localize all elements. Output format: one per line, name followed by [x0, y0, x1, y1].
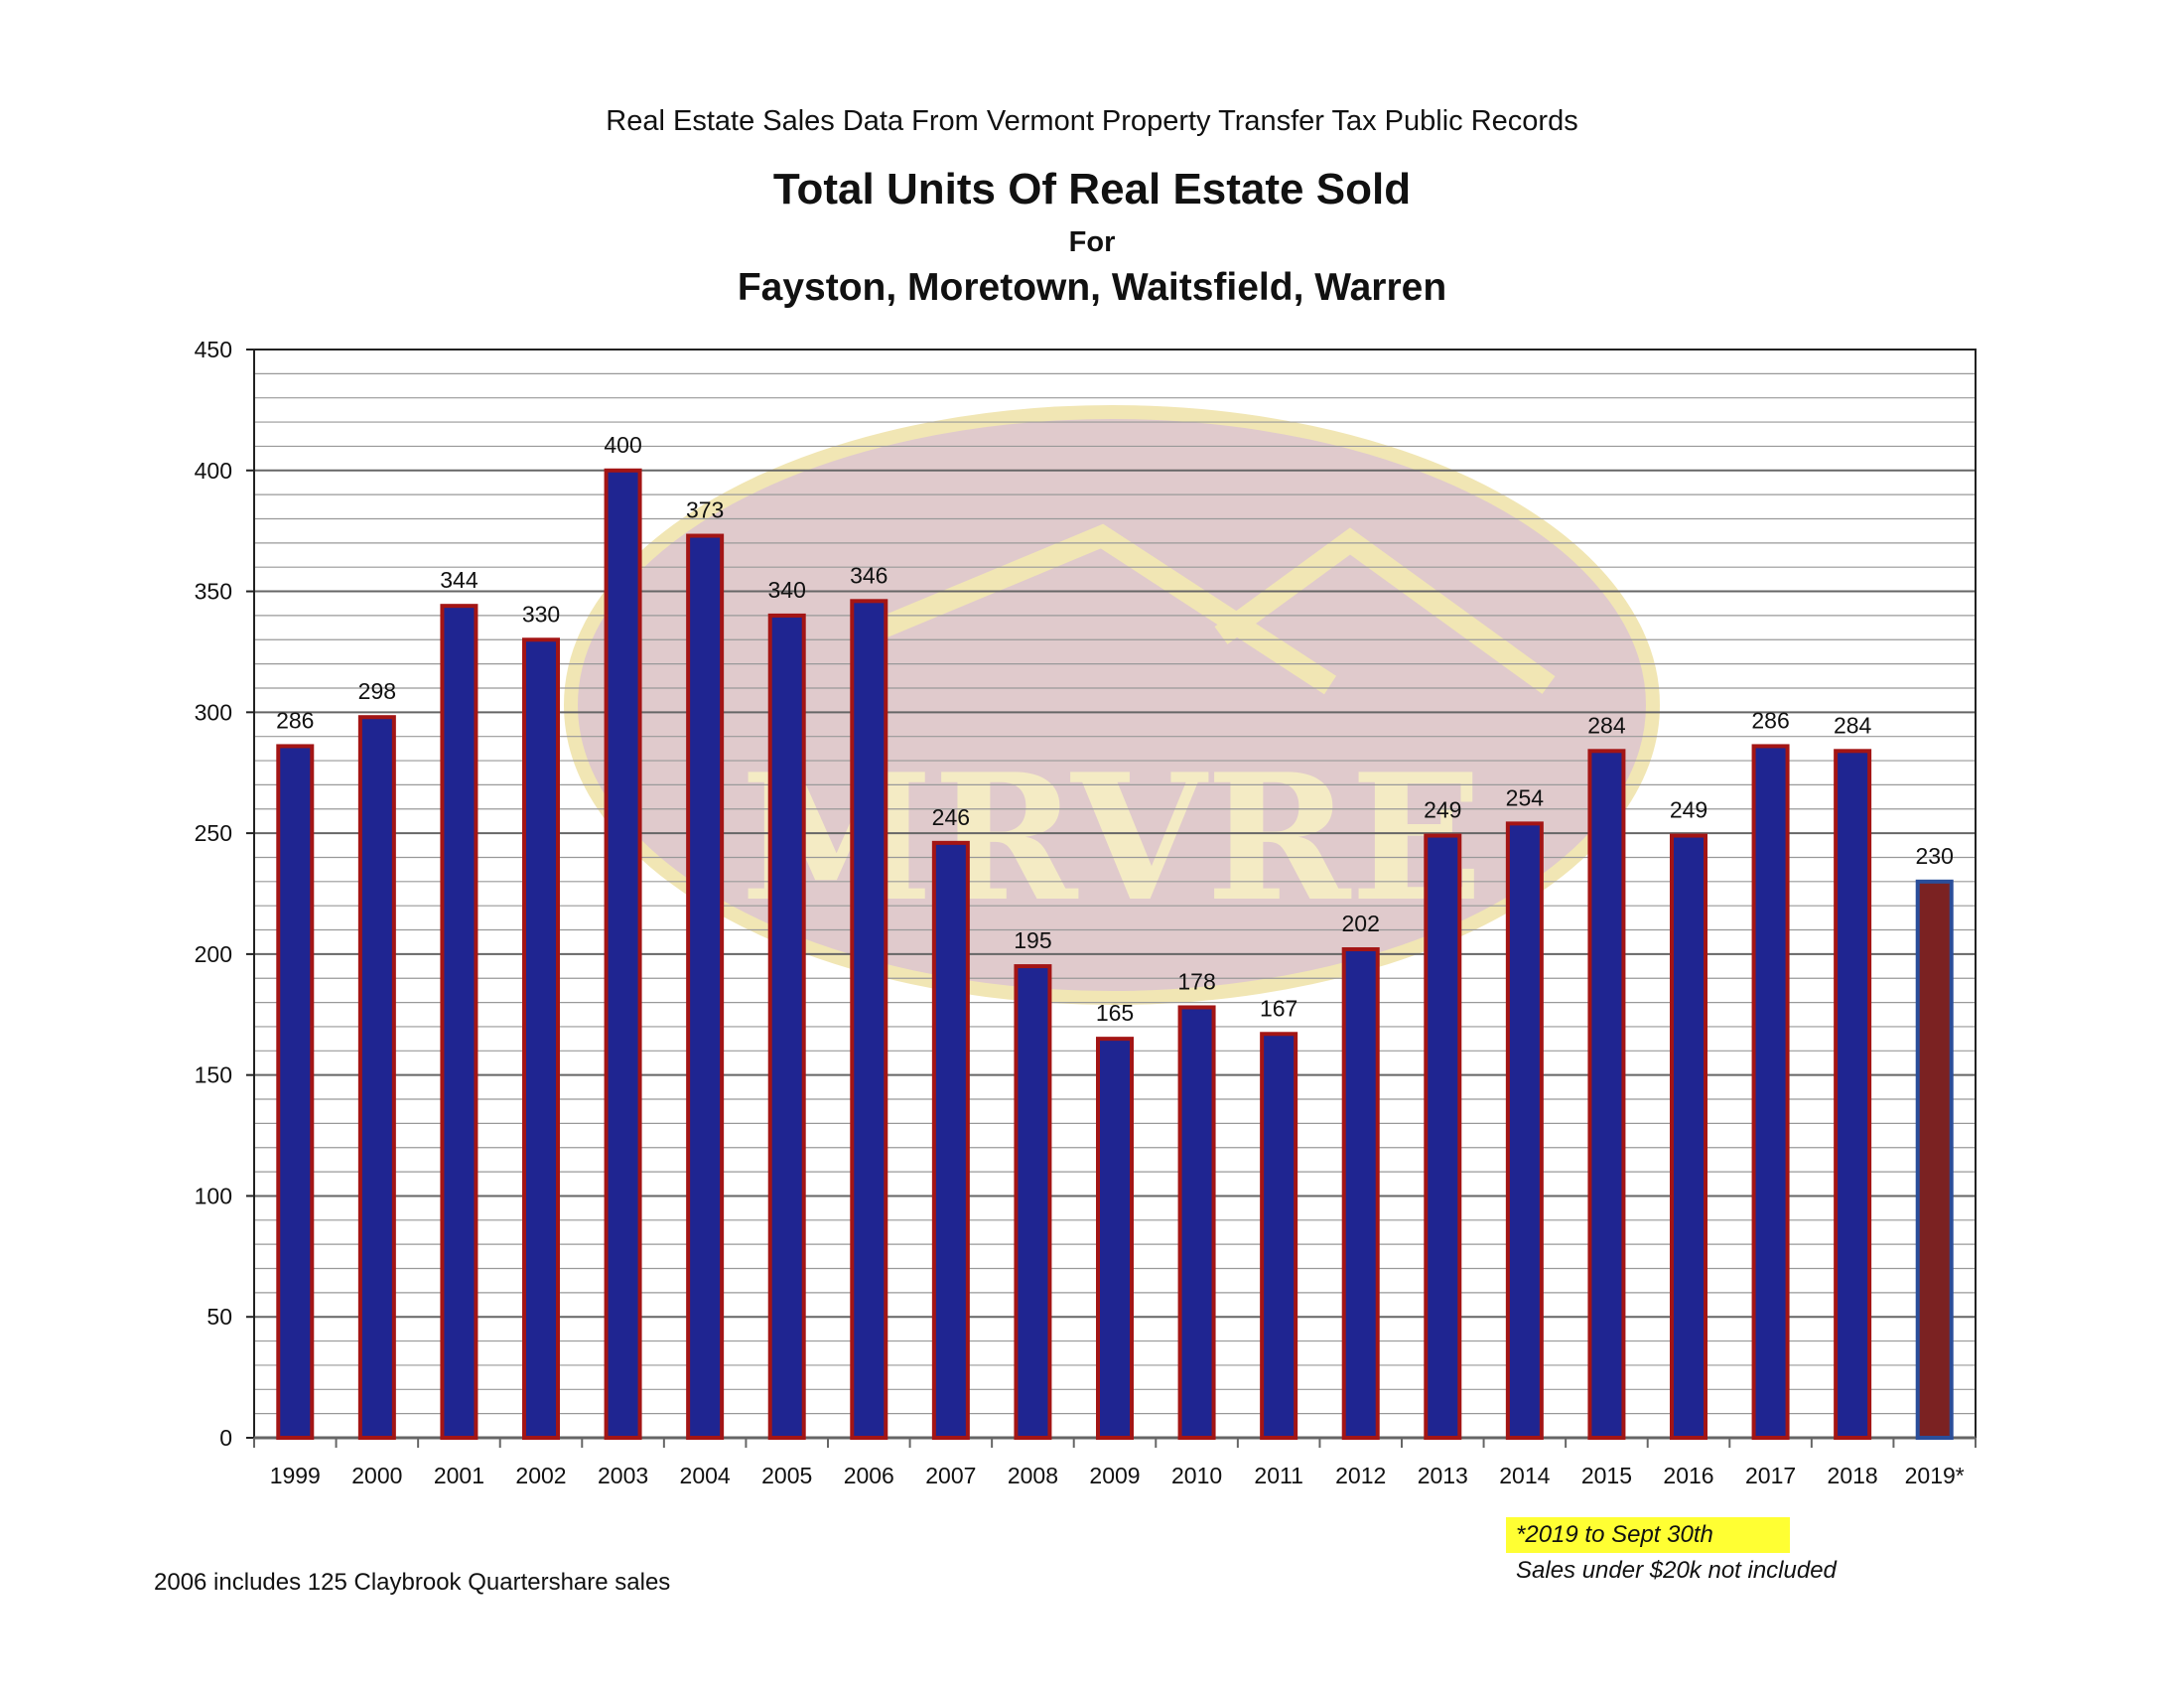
data-label: 165 — [1096, 1000, 1134, 1026]
x-tick-label: 2001 — [434, 1463, 484, 1488]
x-tick-label: 2019* — [1905, 1463, 1965, 1488]
data-labels: 286 298 344 330 400 373 340 346 246 195 165 178 167 2… — [276, 432, 1954, 1026]
x-tick-label: 2005 — [761, 1463, 812, 1488]
data-label: 286 — [1751, 707, 1789, 733]
data-label: 202 — [1342, 911, 1380, 936]
bar — [604, 468, 642, 1440]
data-label: 249 — [1670, 797, 1707, 823]
chart-subtitle: Fayston, Moretown, Waitsfield, Warren — [737, 266, 1447, 309]
x-tick-label: 2015 — [1581, 1463, 1632, 1488]
bar — [357, 715, 396, 1440]
data-label: 344 — [440, 567, 478, 593]
data-label: 346 — [850, 562, 887, 588]
bar — [1260, 1032, 1298, 1440]
x-tick-label: 2016 — [1663, 1463, 1713, 1488]
bars — [276, 468, 1954, 1441]
data-label: 330 — [522, 601, 560, 627]
bar — [850, 599, 888, 1440]
footnote-2019-highlight: *2019 to Sept 30th — [1506, 1517, 1790, 1553]
bar — [686, 533, 725, 1440]
bar — [1751, 744, 1790, 1440]
x-tick-label: 2017 — [1745, 1463, 1796, 1488]
bar — [1505, 821, 1544, 1440]
data-label: 230 — [1916, 843, 1954, 869]
bar — [1834, 749, 1872, 1440]
x-tick-label: 1999 — [270, 1463, 321, 1488]
x-tick-label: 2004 — [680, 1463, 731, 1488]
bar — [522, 637, 560, 1440]
data-label: 284 — [1587, 712, 1626, 738]
y-tick-label: 300 — [195, 699, 232, 725]
data-label: 254 — [1506, 784, 1545, 810]
data-label: 249 — [1424, 797, 1461, 823]
bar — [1096, 1037, 1134, 1440]
watermark-mountain-right — [1214, 527, 1556, 694]
data-label: 340 — [768, 577, 806, 603]
bar — [767, 613, 806, 1440]
y-tick-label: 350 — [195, 579, 232, 605]
chart-title: Total Units Of Real Estate Sold — [772, 165, 1412, 213]
x-tick-label: 2006 — [844, 1463, 894, 1488]
y-tick-label: 0 — [219, 1425, 232, 1451]
bar — [1915, 879, 1954, 1440]
y-tick-label: 250 — [195, 820, 232, 846]
y-tick-label: 150 — [195, 1062, 232, 1088]
x-tick-label: 2008 — [1008, 1463, 1058, 1488]
data-label: 284 — [1834, 712, 1872, 738]
x-tick-label: 2013 — [1418, 1463, 1468, 1488]
bar — [440, 604, 478, 1440]
y-tick-label: 400 — [195, 458, 232, 484]
x-tick-label: 2007 — [925, 1463, 976, 1488]
y-tick-label: 450 — [195, 337, 232, 362]
bar — [1014, 964, 1052, 1440]
bar — [276, 744, 315, 1440]
chart-for-label: For — [1068, 226, 1116, 258]
data-label: 298 — [358, 678, 396, 704]
bar — [1341, 947, 1380, 1440]
data-label: 246 — [932, 804, 970, 830]
x-tick-label: 2011 — [1254, 1463, 1302, 1488]
x-tick-label: 2009 — [1089, 1463, 1140, 1488]
chart-source: Real Estate Sales Data From Vermont Prop… — [606, 105, 1578, 137]
data-label: 167 — [1260, 995, 1297, 1021]
data-label: 178 — [1177, 968, 1215, 994]
watermark-logo: MRVRE — [564, 405, 1660, 1005]
data-label: 195 — [1014, 927, 1051, 953]
x-tick-label: 2012 — [1335, 1463, 1386, 1488]
watermark-mountain-left — [859, 523, 1337, 695]
x-tick-label: 2003 — [598, 1463, 648, 1488]
bar — [1587, 749, 1626, 1440]
y-tick-label: 50 — [206, 1304, 232, 1330]
y-tick-label: 100 — [195, 1183, 232, 1208]
bar — [931, 840, 970, 1440]
x-tick-label: 2018 — [1828, 1463, 1878, 1488]
x-tick-label: 2000 — [351, 1463, 402, 1488]
bar — [1177, 1005, 1216, 1441]
x-tick-label: 2002 — [515, 1463, 566, 1488]
data-label: 373 — [686, 497, 724, 523]
bar — [1670, 833, 1707, 1440]
footnote-claybrook: 2006 includes 125 Claybrook Quartershare… — [154, 1569, 671, 1596]
footnote-sales-exclusion: Sales under $20k not included — [1516, 1557, 1837, 1584]
x-tick-label: 2010 — [1171, 1463, 1222, 1488]
bar — [1424, 833, 1462, 1440]
x-tick-label: 2014 — [1499, 1463, 1550, 1488]
y-tick-label: 200 — [195, 941, 232, 967]
data-label: 400 — [604, 432, 641, 458]
data-label: 286 — [276, 707, 314, 733]
